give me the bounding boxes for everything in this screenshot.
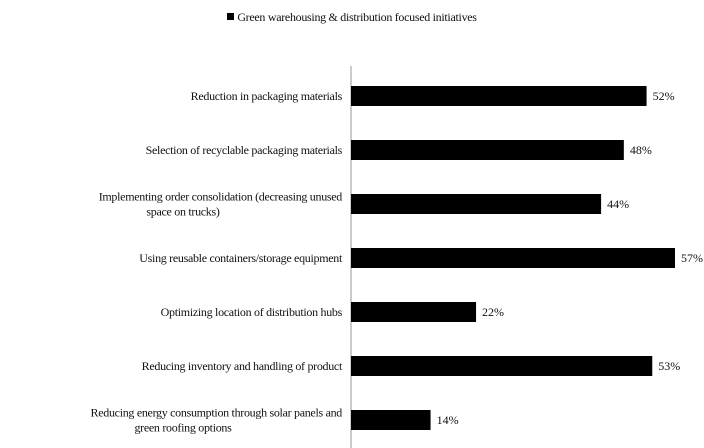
- bar-value-label: 22%: [482, 305, 504, 319]
- bar: [351, 302, 477, 322]
- bar-value-label: 52%: [653, 89, 675, 103]
- bar: [351, 410, 431, 430]
- category-label: Selection of recyclable packaging materi…: [146, 143, 343, 157]
- category-label: Implementing order consolidation (decrea…: [99, 190, 343, 204]
- bars-group: 52% Reduction in packaging materials 48% Se…: [91, 86, 703, 435]
- bar: [351, 86, 647, 106]
- category-label: Reducing energy consumption through sola…: [91, 406, 343, 420]
- category-label: green roofing options: [134, 421, 232, 435]
- category-label: space on trucks): [146, 205, 219, 219]
- category-label: Optimizing location of distribution hubs: [161, 305, 343, 319]
- bar-value-label: 57%: [681, 251, 703, 265]
- bar-value-label: 53%: [658, 359, 680, 373]
- category-label: Reduction in packaging materials: [191, 89, 343, 103]
- bar: [351, 356, 653, 376]
- bar: [351, 194, 602, 214]
- category-label: Reducing inventory and handling of produ…: [142, 359, 343, 373]
- bar: [351, 140, 624, 160]
- bar-value-label: 44%: [607, 197, 629, 211]
- legend-label: Green warehousing & distribution focused…: [237, 10, 477, 24]
- legend-swatch: [227, 13, 235, 20]
- category-label: Using reusable containers/storage equipm…: [139, 251, 343, 265]
- chart-legend: Green warehousing & distribution focused…: [0, 10, 704, 25]
- bar-value-label: 48%: [630, 143, 652, 157]
- bar-value-label: 14%: [437, 413, 459, 427]
- bar: [351, 248, 675, 268]
